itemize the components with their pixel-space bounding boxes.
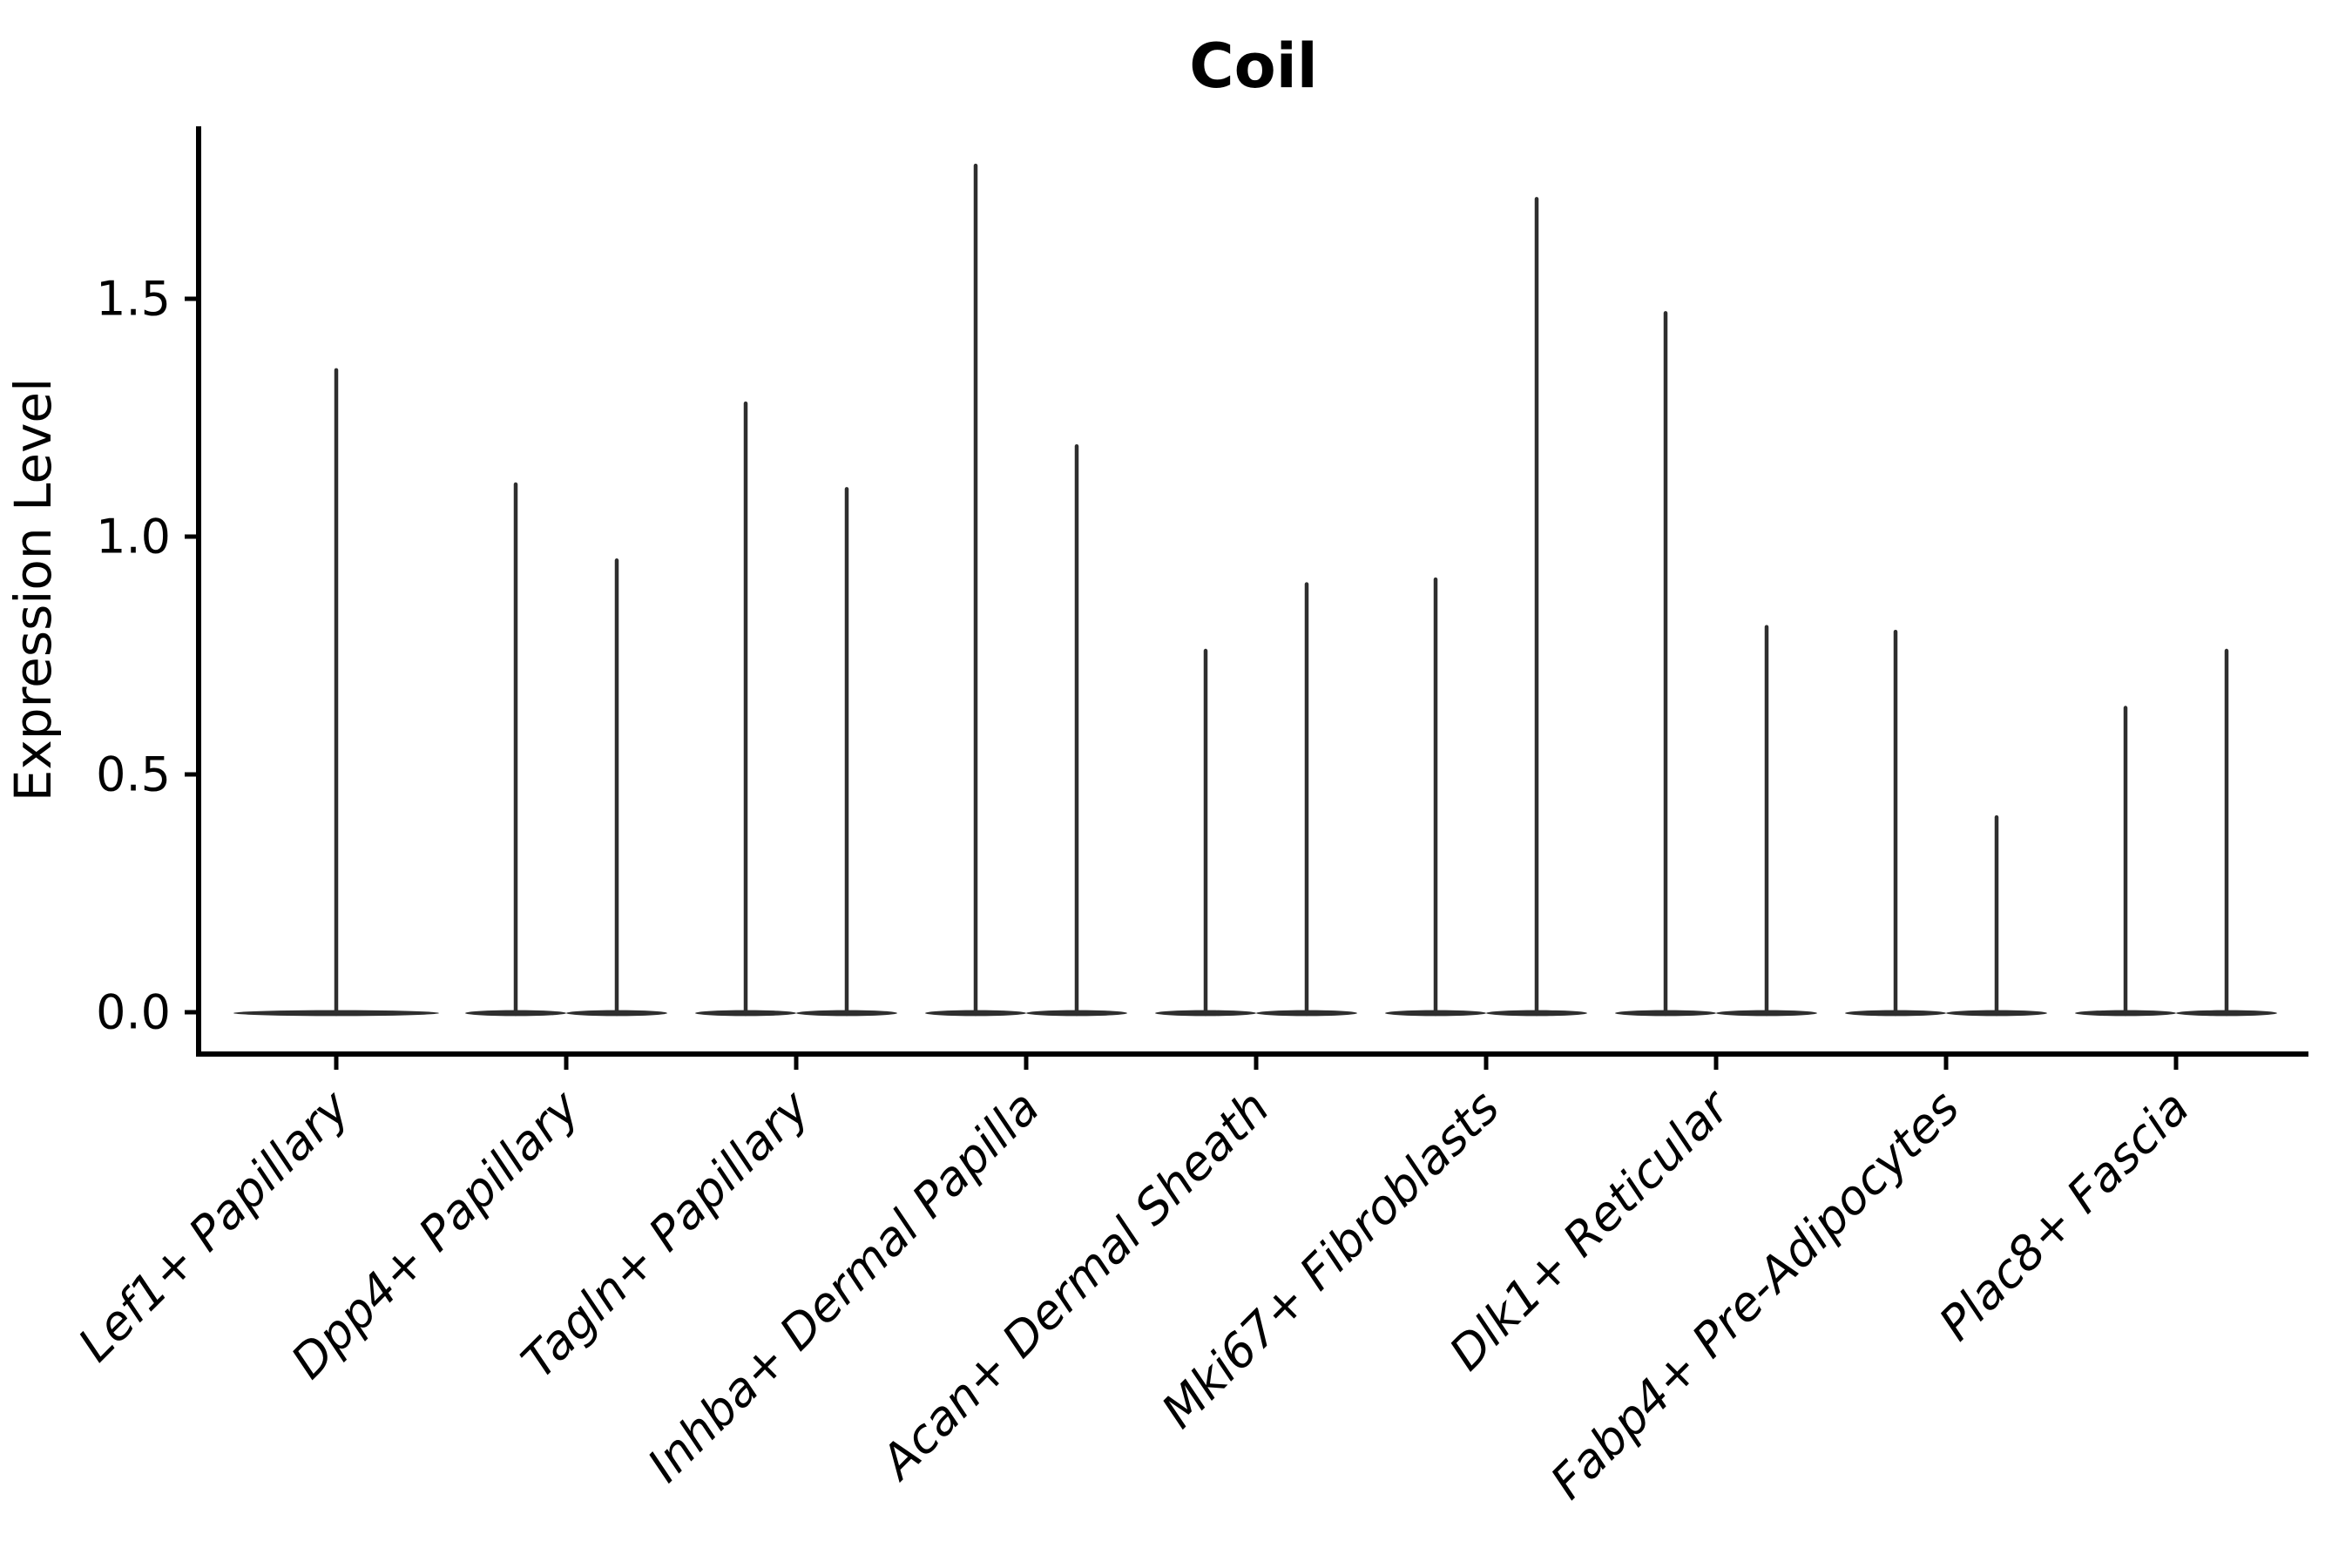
y-tick-label: 1.0 [96,510,171,564]
violin-group [695,401,897,1017]
violins-layer [233,163,2277,1017]
x-tick-label: Plac8+ Fascia [1929,1080,2200,1351]
violin-group [233,368,439,1017]
violin-group [1385,197,1587,1017]
violin-group [465,482,667,1017]
y-tick-label: 1.5 [96,272,171,327]
y-axis-label: Expression Level [3,378,63,801]
violin-group [2075,648,2277,1017]
violin-group [1155,582,1357,1017]
violin-group [1845,629,2047,1017]
y-tick-label: 0.5 [96,747,171,802]
y-axis-ticks: 0.0 0.5 1.0 1.5 [96,272,199,1040]
x-tick-label: Inhba+ Dermal Papilla [637,1080,1050,1493]
x-tick-label: Fabp4+ Pre-Adipocytes [1540,1080,1970,1510]
x-tick-label: Acan+ Dermal Sheath [868,1080,1280,1491]
violin-group [1615,311,1817,1017]
y-tick-label: 0.0 [96,985,171,1040]
chart-title: Coil [1189,30,1317,102]
violin-group [925,163,1127,1017]
